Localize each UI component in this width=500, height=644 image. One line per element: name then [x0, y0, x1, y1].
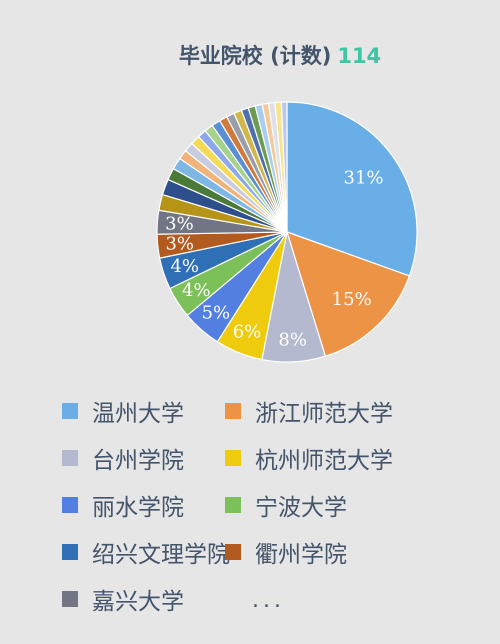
- legend-swatch: [225, 544, 241, 560]
- slice-data-label: 3%: [165, 213, 194, 234]
- pie-slice[interactable]: [286, 101, 418, 277]
- legend-swatch: [62, 403, 78, 419]
- pie-slice[interactable]: [280, 101, 288, 233]
- legend-swatch: [62, 497, 78, 513]
- legend-swatch: [225, 403, 241, 419]
- legend-item[interactable]: 宁波大学: [225, 490, 347, 521]
- legend-item[interactable]: 衢州学院: [225, 537, 347, 568]
- slice-data-label: 6%: [233, 322, 262, 343]
- legend-label: 绍兴文理学院: [92, 542, 230, 568]
- legend-item[interactable]: 丽水学院: [62, 490, 184, 521]
- chart-title-text: 毕业院校 (计数): [178, 44, 332, 68]
- legend-label: 浙江师范大学: [255, 401, 393, 427]
- legend-item[interactable]: 嘉兴大学: [62, 584, 184, 615]
- legend-label: 温州大学: [92, 401, 184, 427]
- legend-item[interactable]: 绍兴文理学院: [62, 537, 230, 568]
- legend-label: 衢州学院: [255, 542, 347, 568]
- legend-item[interactable]: 浙江师范大学: [225, 396, 393, 427]
- slice-data-label: 31%: [344, 168, 384, 189]
- chart-title: 毕业院校 (计数) 114: [0, 40, 500, 70]
- legend-item[interactable]: 杭州师范大学: [225, 443, 393, 474]
- legend-label: 台州学院: [92, 448, 184, 474]
- slice-data-label: 8%: [278, 329, 307, 350]
- legend-swatch: [62, 544, 78, 560]
- legend-label: 嘉兴大学: [92, 589, 184, 615]
- legend-label: 宁波大学: [255, 495, 347, 521]
- legend-more[interactable]: ...: [252, 588, 285, 613]
- legend-item[interactable]: 台州学院: [62, 443, 184, 474]
- slice-data-label: 15%: [332, 289, 372, 310]
- legend-item[interactable]: 温州大学: [62, 396, 184, 427]
- slice-data-label: 5%: [202, 303, 231, 324]
- legend-swatch: [62, 591, 78, 607]
- pie-slice[interactable]: [286, 231, 411, 357]
- slice-data-label: 4%: [170, 256, 199, 277]
- pie-chart: 31%15%8%6%5%4%4%3%3%: [156, 101, 418, 363]
- slice-data-label: 3%: [165, 233, 194, 254]
- legend-label: 杭州师范大学: [255, 448, 393, 474]
- slice-data-label: 4%: [182, 280, 211, 301]
- legend-swatch: [225, 450, 241, 466]
- legend-swatch: [225, 497, 241, 513]
- legend-swatch: [62, 450, 78, 466]
- legend-label: 丽水学院: [92, 495, 184, 521]
- chart-total-count: 114: [337, 44, 382, 68]
